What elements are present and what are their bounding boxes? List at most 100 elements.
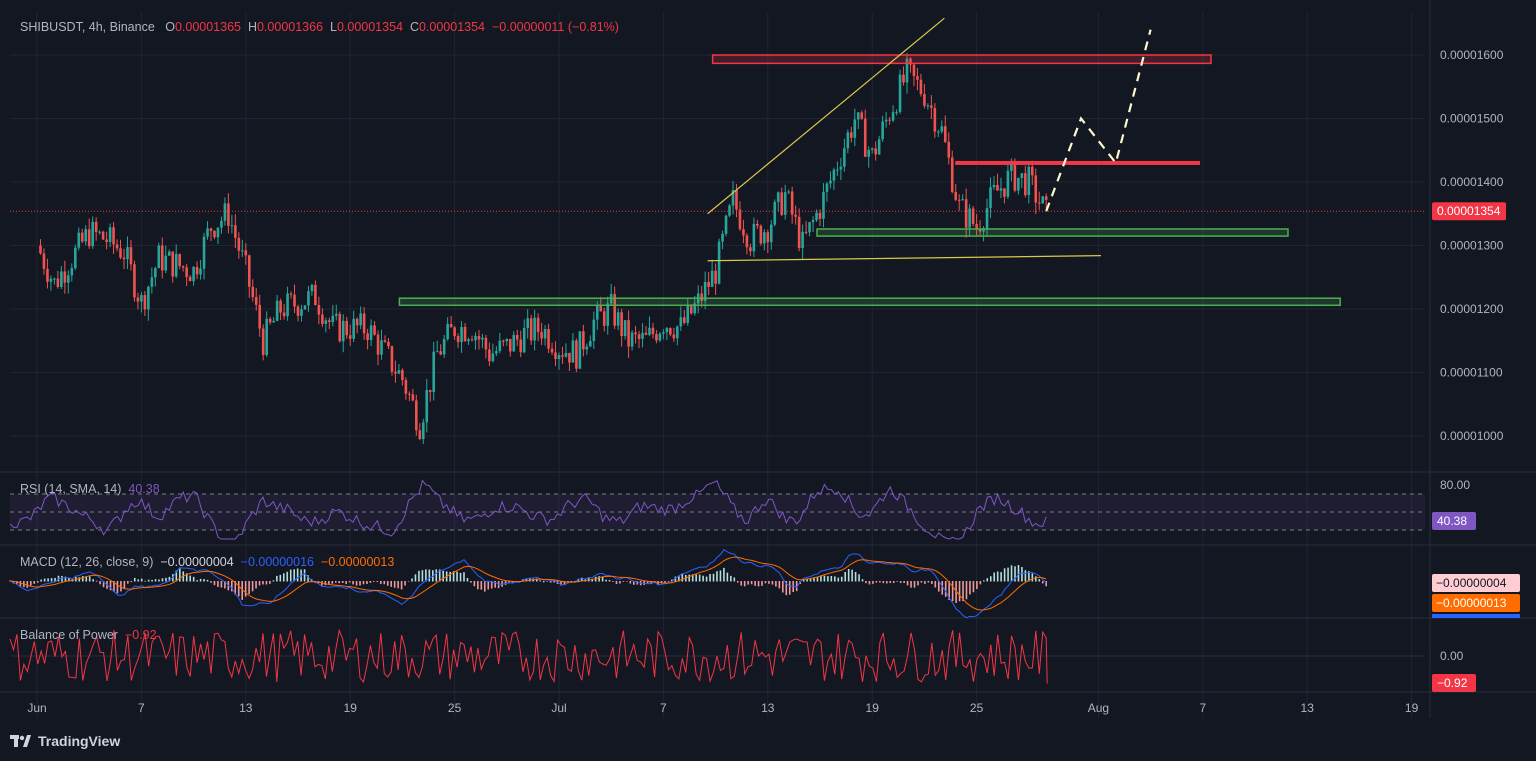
macd-histogram-bar [698,574,701,582]
macd-histogram-bar [421,570,424,582]
candle-body [411,394,415,401]
candle-body [247,255,251,287]
candle-body [529,318,533,341]
candle-body [334,313,338,316]
macd-histogram-bar [861,579,864,582]
bop-legend[interactable]: Balance of Power −0.92 [20,628,157,642]
candle-body [846,132,850,149]
macd-histogram-bar [598,576,600,582]
candle-body [954,191,958,200]
macd-legend[interactable]: MACD (12, 26, close, 9) −0.00000004 −0.0… [20,555,394,569]
candle-body [895,111,898,113]
time-tick-label: 19 [866,701,880,715]
candle-body [484,337,488,350]
candle-body [126,247,129,260]
macd-histogram-bar [948,581,950,601]
candle-body [223,203,227,221]
candle-body [919,79,923,95]
price-tick-label: 0.00001500 [1440,112,1504,126]
macd-histogram-bar [324,581,327,586]
macd-histogram-bar [837,577,840,582]
macd-histogram-bar [830,575,833,582]
macd-histogram-bar [265,581,268,585]
macd-histogram-bar [116,581,119,594]
macd-histogram-bar [452,571,455,582]
candle-body [710,270,714,287]
candle-body [213,230,216,238]
macd-histogram-bar [88,576,91,582]
candle-body [707,281,710,287]
macd-histogram-bar [85,576,88,582]
macd-histogram-bar [944,581,947,597]
last-price-badge [1432,202,1506,221]
bop-badge-label: −0.92 [1437,676,1468,690]
macd-histogram-bar [435,569,438,582]
macd-histogram-bar [29,581,32,586]
candle-body [453,327,456,337]
candle-body [1006,170,1010,197]
high-label: H [247,20,257,34]
candle-body [321,314,324,324]
macd-histogram-bar [262,581,264,585]
macd-histogram-bar [133,577,136,582]
macd-histogram-bar [463,572,465,582]
macd-histogram-bar [1007,567,1009,582]
grid [0,0,1536,718]
macd-histogram-bar [539,580,542,582]
macd-histogram-bar [99,581,101,585]
macd-histogram-bar [591,578,594,582]
candle-body [728,205,731,216]
candle-body [70,268,74,276]
candle-body [508,338,512,352]
macd-histogram-bar [237,581,240,597]
macd-histogram-bar [563,581,566,585]
macd-histogram-bar [470,581,472,583]
macd-histogram-bar [251,581,254,592]
rsi-legend[interactable]: RSI (14, SMA, 14) 40.38 [20,482,160,496]
macd-histogram-bar [872,581,874,584]
change-value: −0.00000011 (−0.81%) [491,20,619,34]
macd-histogram-bar [574,580,576,582]
candle-body [415,400,418,431]
candle-body [265,318,268,355]
candle-body [822,191,825,219]
macd-histogram-bar [12,581,15,584]
candles [39,53,1048,445]
macd-histogram-bar [192,576,195,582]
symbol-legend[interactable]: SHIBUSDT, 4h, Binance O0.00001365 H0.000… [20,20,619,34]
macd-histogram-bar [761,581,763,586]
macd-histogram-bar [307,575,309,582]
candle-body [766,232,770,243]
candle-body [432,351,436,392]
candle-body [467,339,470,342]
candle-body [522,328,526,353]
macd-histogram-bar [730,575,732,582]
candle-body [460,327,463,343]
candle-body [216,227,220,238]
macd-histogram-bar [466,577,469,582]
macd-histogram-bar [483,581,486,592]
candle-body [49,278,53,282]
rsi-upper-label: 80.00 [1440,478,1470,492]
macd-histogram-bar [369,581,372,583]
candle-body [595,304,599,320]
candle-body [957,199,961,201]
candle-body [338,313,342,342]
tradingview-brand[interactable]: TradingView [10,733,120,749]
candle-body [589,340,592,347]
candle-body [832,169,836,181]
candle-body [140,295,143,302]
candle-body [143,295,147,310]
macd-histogram-bar [123,581,126,589]
candle-body [613,294,616,326]
candle-body [909,58,912,65]
candle-body [456,336,460,343]
macd-histogram-bar [189,575,192,582]
rsi-badge-label: 40.38 [1437,514,1467,528]
candle-body [286,293,289,317]
candle-body [999,188,1003,191]
candle-body [742,229,745,236]
macd-histogram-bar [230,581,233,592]
macd-histogram-bar [168,576,171,582]
